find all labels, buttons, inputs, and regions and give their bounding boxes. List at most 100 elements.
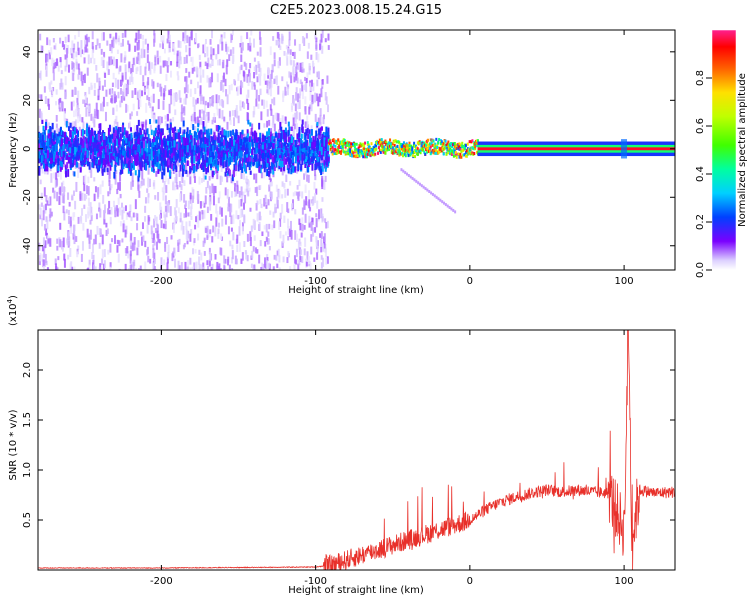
spectrum-core-cell [283, 142, 286, 148]
spectrum-noise-cell [156, 230, 159, 239]
spectrum-core-cell [76, 140, 79, 147]
spectrum-noise-cell [301, 191, 304, 199]
spectrum-core-cell [51, 154, 54, 160]
spectrum-noise-cell [260, 172, 263, 179]
spectrum-core-cell [289, 145, 292, 152]
spectrum-core-cell [327, 144, 330, 152]
spectrum-core-cell [157, 148, 160, 154]
spectrum-noise-cell [116, 205, 119, 212]
spectrum-core-cell [147, 141, 150, 148]
spectrum-noise-cell [86, 228, 89, 238]
spectrum-noise-cell [117, 182, 120, 190]
spectrum-noise-cell [161, 40, 164, 50]
spectrum-noise-cell [132, 212, 135, 218]
spectrum-noise-cell [255, 64, 258, 75]
spectrum-noise-cell [181, 220, 184, 229]
spectrum-noise-cell [196, 116, 199, 126]
spectrum-core-cell [271, 162, 274, 170]
spectrum-noise-cell [153, 266, 156, 270]
spectrum-noise-cell [304, 213, 307, 223]
spectrum-noise-cell [49, 238, 52, 247]
spectrum-core-cell [182, 164, 185, 172]
spectrum-noise-cell [104, 72, 107, 78]
spectrum-noise-cell [45, 195, 48, 202]
spectrum-noise-cell [301, 223, 304, 232]
spectrum-noise-cell [98, 242, 101, 249]
spectrum-noise-cell [142, 40, 145, 50]
spectrum-noise-cell [243, 61, 246, 67]
spectrum-core-cell [233, 139, 236, 147]
spectrum-noise-cell [92, 260, 95, 265]
spectrum-noise-cell [314, 33, 317, 40]
spectrum-core-cell [42, 125, 45, 131]
spectrum-noise-cell [295, 233, 298, 242]
spectrum-noise-cell [265, 260, 268, 269]
spectrum-noise-cell [303, 225, 306, 230]
spectrum-core-cell [110, 153, 113, 160]
spectrum-core-cell [253, 154, 256, 162]
spectrum-transition-cell [347, 152, 350, 156]
spectrum-noise-cell [240, 47, 243, 54]
spectrum-noise-cell [288, 39, 291, 46]
spectrum-core-cell [290, 151, 293, 159]
spectrum-core-cell [305, 161, 308, 166]
spectrum-core-cell [57, 163, 60, 172]
spectrum-core-cell [124, 158, 127, 165]
spectrum-core-cell [134, 160, 137, 166]
spectrum-core-cell [208, 145, 211, 153]
spectrum-noise-cell [112, 38, 115, 48]
spectrum-noise-cell [303, 199, 306, 210]
spectrum-noise-cell [98, 267, 101, 270]
spectrum-noise-cell [247, 89, 250, 98]
spectrum-core-cell [112, 145, 115, 152]
spectrum-noise-cell [153, 33, 156, 43]
spectrum-noise-cell [203, 237, 206, 243]
spectrum-noise-cell [260, 266, 263, 270]
spectrum-core-cell [186, 145, 189, 150]
spectrum-noise-cell [237, 73, 240, 81]
spectrum-core-cell [149, 118, 152, 125]
spectrum-noise-cell [243, 214, 246, 223]
spectrum-noise-cell [38, 108, 41, 118]
spectrum-noise-cell [268, 246, 271, 251]
spectrum-noise-cell [131, 90, 134, 99]
spectrum-noise-cell [303, 84, 306, 91]
spectrum-noise-cell [216, 108, 219, 116]
spectrum-noise-cell [233, 191, 236, 198]
spectrum-noise-cell [320, 255, 323, 260]
spectrum-core-cell [158, 137, 161, 146]
spectrum-noise-cell [54, 43, 57, 51]
spectrum-noise-cell [275, 255, 278, 261]
spectrum-core-cell [51, 138, 54, 146]
spectrum-noise-cell [232, 231, 235, 241]
spectrum-core-cell [59, 135, 62, 142]
spectrum-core-cell [263, 153, 266, 161]
spectrum-noise-cell [285, 81, 288, 87]
spectrum-noise-cell [43, 265, 46, 270]
spectrum-transition-cell [335, 139, 338, 143]
spectrum-noise-cell [215, 217, 218, 227]
spectrum-noise-cell [99, 184, 102, 195]
spectrum-core-cell [191, 158, 194, 164]
spectrum-noise-cell [289, 266, 292, 270]
spectrum-core-cell [169, 160, 172, 167]
spectrum-transition-cell [350, 142, 353, 146]
spectrum-core-cell [322, 147, 325, 155]
spectrum-core-cell [315, 130, 318, 137]
spectrum-noise-cell [73, 43, 76, 50]
spectrum-core-cell [247, 119, 250, 125]
spectrum-noise-cell [183, 194, 186, 203]
spectrum-core-cell [81, 152, 84, 160]
spectrum-noise-cell [308, 199, 311, 209]
spectrum-noise-cell [239, 209, 242, 218]
spectrum-transition-cell [334, 148, 337, 152]
spectrum-noise-cell [43, 224, 46, 231]
spectrum-core-cell [206, 161, 209, 167]
spectrum-transition-cell [329, 144, 332, 148]
spectrum-noise-cell [177, 260, 180, 270]
spectrum-core-cell [310, 156, 313, 163]
spectrum-noise-cell [112, 200, 115, 208]
spectrum-core-cell [112, 152, 115, 159]
spectrum-noise-cell [131, 76, 134, 85]
